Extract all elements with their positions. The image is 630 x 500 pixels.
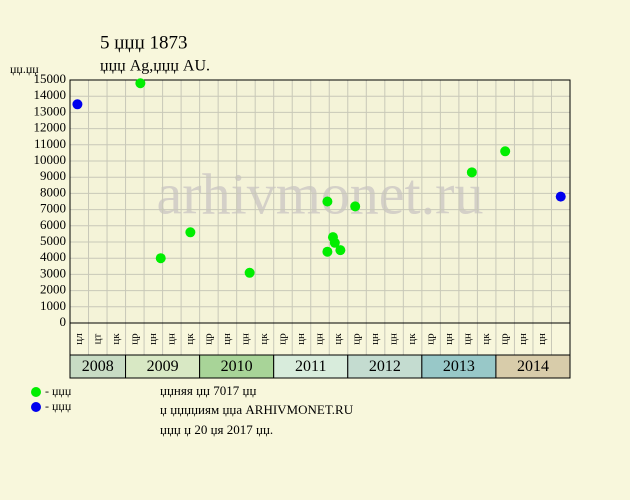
note: џ џџџџиям џџа ARHIVMONET.RU <box>160 402 354 417</box>
chart-title: 5 џџџ 1873 <box>100 32 188 53</box>
x-tick-label: цл <box>73 333 85 345</box>
note: џџняя џџ 7017 џџ <box>160 383 256 398</box>
x-tick-label: цн <box>147 333 159 345</box>
point <box>335 245 346 256</box>
x-tick-label: цн <box>239 333 251 345</box>
point <box>244 267 255 278</box>
point <box>350 201 361 212</box>
x-tick-label: цк <box>480 333 492 345</box>
x-tick-label: цк <box>332 333 344 345</box>
y-tick-label: 9000 <box>40 168 66 183</box>
x-tick-label: цк <box>258 333 270 345</box>
note: џџџ џ 20 џя 2017 џџ. <box>160 422 273 437</box>
y-tick-label: 11000 <box>34 136 66 151</box>
legend-marker <box>31 402 41 412</box>
y-tick-label: 5000 <box>40 233 66 248</box>
x-tick-label: цр <box>351 333 363 345</box>
year-label: 2009 <box>147 358 179 375</box>
y-tick-label: 3000 <box>40 265 66 280</box>
year-label: 2014 <box>517 358 549 375</box>
point <box>466 167 477 178</box>
legend-marker <box>31 387 41 397</box>
chart-subtitle: џџџ Ag,џџџ AU. <box>100 58 210 75</box>
x-tick-label: цн <box>369 333 381 345</box>
point <box>185 227 196 238</box>
x-tick-label: цн <box>536 333 548 345</box>
x-tick-label: цн <box>295 333 307 345</box>
x-tick-label: цн <box>443 333 455 345</box>
x-tick-label: цр <box>128 333 140 345</box>
plot-area <box>70 80 570 323</box>
x-tick-label: цр <box>499 333 511 345</box>
year-label: 2013 <box>443 358 475 375</box>
year-cell <box>495 354 571 379</box>
year-label: 2008 <box>82 358 114 375</box>
y-tick-label: 1000 <box>40 298 66 313</box>
legend-label: - џџџ <box>45 384 72 398</box>
legend-label: - џџџ <box>45 399 72 413</box>
x-tick-label: цн <box>462 333 474 345</box>
point <box>322 196 333 207</box>
point <box>555 191 566 202</box>
year-label: 2010 <box>221 358 253 375</box>
point <box>155 253 166 264</box>
y-tick-label: 6000 <box>40 217 66 232</box>
x-tick-label: цн <box>221 333 233 345</box>
point <box>322 246 333 257</box>
point <box>329 237 340 248</box>
y-tick-label: 12000 <box>34 120 67 135</box>
x-tick-label: цн <box>517 333 529 345</box>
year-label: 2012 <box>369 358 401 375</box>
y-tick-label: 4000 <box>40 249 66 264</box>
y-axis-label: џџ.џџ <box>10 62 39 76</box>
x-tick-label: цк <box>184 333 196 345</box>
y-tick-label: 10000 <box>34 152 67 167</box>
point <box>500 146 511 157</box>
y-tick-label: 2000 <box>40 282 66 297</box>
y-tick-label: 0 <box>60 314 67 329</box>
y-tick-label: 14000 <box>34 87 67 102</box>
x-tick-label: цк <box>406 333 418 345</box>
x-tick-label: цр <box>202 333 214 345</box>
point <box>72 99 83 110</box>
y-tick-label: 7000 <box>40 201 66 216</box>
x-tick-label: цн <box>165 333 177 345</box>
x-tick-label: цн <box>388 333 400 345</box>
point <box>135 78 146 89</box>
x-tick-label: цт <box>91 333 103 344</box>
x-tick-label: цр <box>276 333 288 345</box>
y-tick-label: 15000 <box>34 71 67 86</box>
year-label: 2011 <box>295 358 326 375</box>
y-tick-label: 8000 <box>40 184 66 199</box>
x-tick-label: цр <box>425 333 437 345</box>
y-tick-label: 13000 <box>34 103 67 118</box>
x-tick-label: цн <box>314 333 326 345</box>
x-tick-label: цк <box>110 333 122 345</box>
